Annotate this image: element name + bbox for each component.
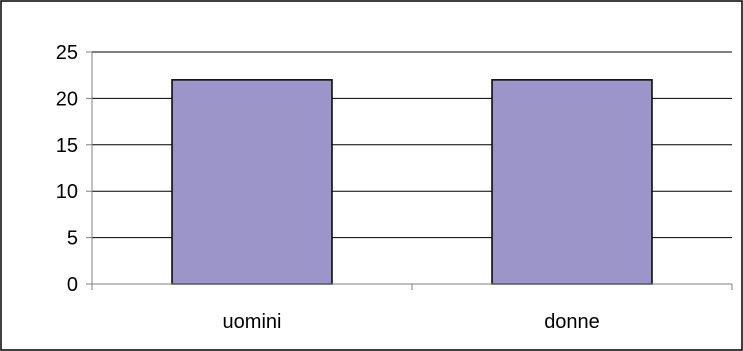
y-tick-label-25: 25 (56, 42, 78, 64)
y-tick-label-20: 20 (56, 88, 78, 110)
y-tick-label-0: 0 (67, 274, 78, 296)
x-tick-label-donne: donne (544, 311, 600, 333)
bar-uomini (171, 79, 333, 285)
y-tick-label-15: 15 (56, 135, 78, 157)
bar-donne (491, 79, 653, 285)
x-tick-labels: uomini donne (223, 311, 600, 333)
axes (86, 51, 733, 290)
y-tick-label-10: 10 (56, 181, 78, 203)
y-tick-labels: 0 5 10 15 20 25 (56, 42, 78, 296)
y-tick-label-5: 5 (67, 228, 78, 250)
bars (171, 79, 653, 285)
x-tick-label-uomini: uomini (223, 311, 282, 333)
